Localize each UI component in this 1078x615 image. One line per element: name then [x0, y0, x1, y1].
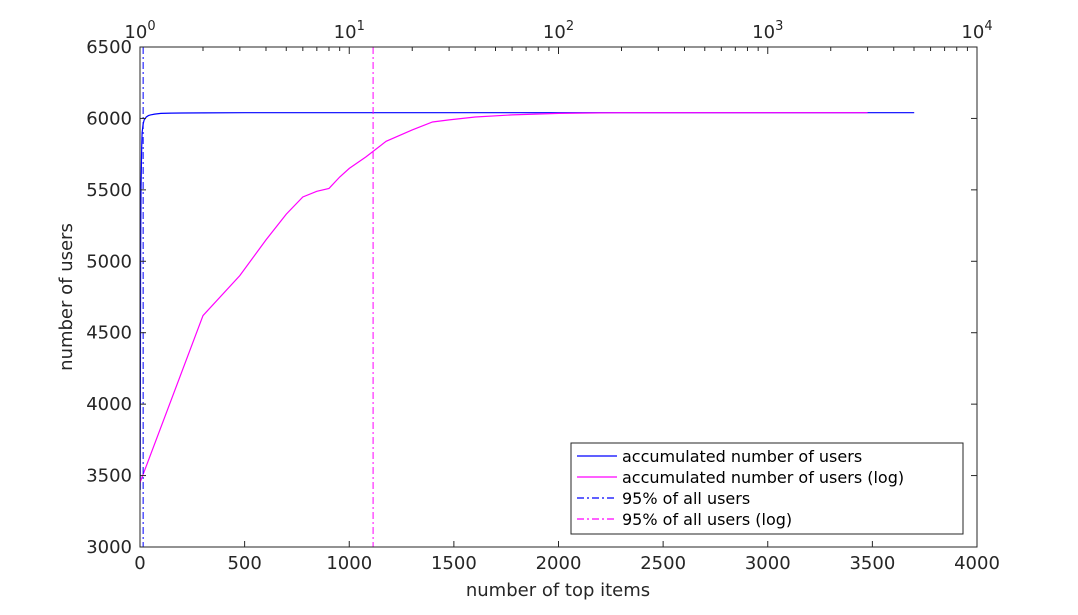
legend-label-1: accumulated number of users (log): [622, 468, 904, 487]
series-1-line: [139, 112, 868, 483]
top-tick-exponent: 3: [775, 19, 783, 34]
x-tick-label: 1000: [326, 553, 372, 574]
top-tick-base: 10: [961, 22, 984, 43]
legend-label-3: 95% of all users (log): [622, 510, 792, 529]
top-tick-exponent: 0: [147, 19, 155, 34]
top-tick-exponent: 1: [357, 19, 365, 34]
y-tick-label: 4000: [86, 394, 132, 415]
x-tick-label: 4000: [954, 553, 1000, 574]
top-tick-label: 100: [124, 19, 155, 43]
x-tick-label: 2500: [640, 553, 686, 574]
y-tick-label: 5000: [86, 251, 132, 272]
top-tick-base: 10: [543, 22, 566, 43]
legend-label-2: 95% of all users: [622, 489, 750, 508]
top-tick-label: 102: [543, 19, 574, 43]
x-tick-label: 3500: [849, 553, 895, 574]
legend-box: [570, 442, 964, 535]
y-axis-label: number of users: [56, 223, 77, 371]
series-0-line: [139, 112, 915, 490]
legend: accumulated number of users accumulated n…: [570, 442, 964, 535]
top-tick-base: 10: [334, 22, 357, 43]
x-axis-label: number of top items: [466, 580, 650, 601]
top-tick-label: 101: [334, 19, 365, 43]
legend-label-0: accumulated number of users: [622, 447, 862, 466]
top-tick-label: 103: [752, 19, 783, 43]
ticks-layer: 0 500 1000 1500 2000 2500 3000 3500 400030003500…: [86, 19, 1000, 574]
y-tick-label: 3000: [86, 537, 132, 558]
x-tick-label: 1500: [431, 553, 477, 574]
x-tick-label: 0: [134, 553, 145, 574]
y-tick-label: 5500: [86, 180, 132, 201]
y-tick-label: 6000: [86, 108, 132, 129]
series-layer: [139, 112, 915, 490]
top-tick-base: 10: [124, 22, 147, 43]
reference-lines-layer: [142, 47, 374, 547]
top-tick-base: 10: [752, 22, 775, 43]
x-tick-label: 3000: [745, 553, 791, 574]
y-tick-label: 6500: [86, 37, 132, 58]
top-tick-exponent: 2: [566, 19, 574, 34]
top-tick-label: 104: [961, 19, 992, 43]
x-tick-label: 500: [227, 553, 261, 574]
top-tick-exponent: 4: [984, 19, 992, 34]
y-tick-label: 3500: [86, 466, 132, 487]
x-tick-label: 2000: [536, 553, 582, 574]
y-tick-label: 4500: [86, 323, 132, 344]
